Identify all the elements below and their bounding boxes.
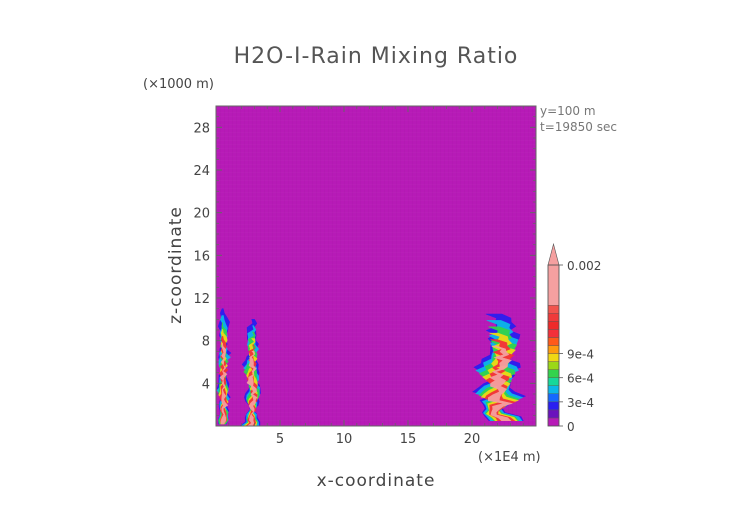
x-tick-label: 5 [276,432,284,447]
x-axis-unit: (×1E4 m) [478,450,541,465]
rain-contour-level [246,350,258,427]
colorbar-segment [547,305,560,314]
colorbar-tick-label: 3e-4 [567,396,594,410]
annotation-time: t=19850 sec [540,120,617,134]
colorbar-segment [547,393,560,403]
rain-contour-level [487,345,514,422]
colorbar-segment [547,329,560,338]
axes: 5 10 15 20 4 8 12 16 20 24 28 [193,105,537,447]
colorbar-tick-label: 6e-4 [567,372,594,386]
colorbar-tick-label: 9e-4 [567,348,594,362]
colorbar: 0 3e-4 6e-4 9e-4 0.002 [547,242,601,434]
colorbar-segment [547,409,560,419]
x-axis-label: x-coordinate [316,471,436,491]
x-tick-label: 10 [336,432,353,447]
colorbar-frame [547,264,560,427]
rain-feature-1 [216,308,232,425]
colorbar-segment [547,337,560,346]
colorbar-segment [547,345,560,354]
chart-title: H2O-I-Rain Mixing Ratio [233,44,519,69]
colorbar-segment [547,361,560,370]
y-tick-label: 12 [193,292,210,307]
colorbar-segment [547,369,560,378]
colorbar-segment [547,321,560,330]
colorbar-segment [547,377,560,386]
y-tick-label: 8 [202,335,210,350]
y-axis-unit: (×1000 m) [143,77,214,92]
y-tick-label: 20 [193,207,210,222]
colorbar-tick-label: 0 [567,420,575,434]
rain-contour-level [219,342,229,425]
y-tick-label: 28 [193,121,210,136]
rain-feature-2 [239,318,261,427]
rain-features [216,308,527,427]
colorbar-extend-arrow [547,242,560,266]
y-tick-label: 16 [193,249,210,264]
y-tick-label: 24 [193,164,210,179]
colorbar-segment [547,401,560,411]
x-tick-label: 15 [400,432,417,447]
plot-area [216,106,536,426]
colorbar-segment [547,385,560,395]
colorbar-segment [547,417,560,427]
colorbar-tick-label: 0.002 [567,259,601,273]
colorbar-segment [547,353,560,362]
y-tick-label: 4 [202,377,210,392]
colorbar-segment [547,313,560,322]
colorbar-segment [547,264,560,306]
rain-feature-3 [472,313,527,422]
annotation-y-position: y=100 m [540,104,596,118]
x-tick-label: 20 [464,432,481,447]
